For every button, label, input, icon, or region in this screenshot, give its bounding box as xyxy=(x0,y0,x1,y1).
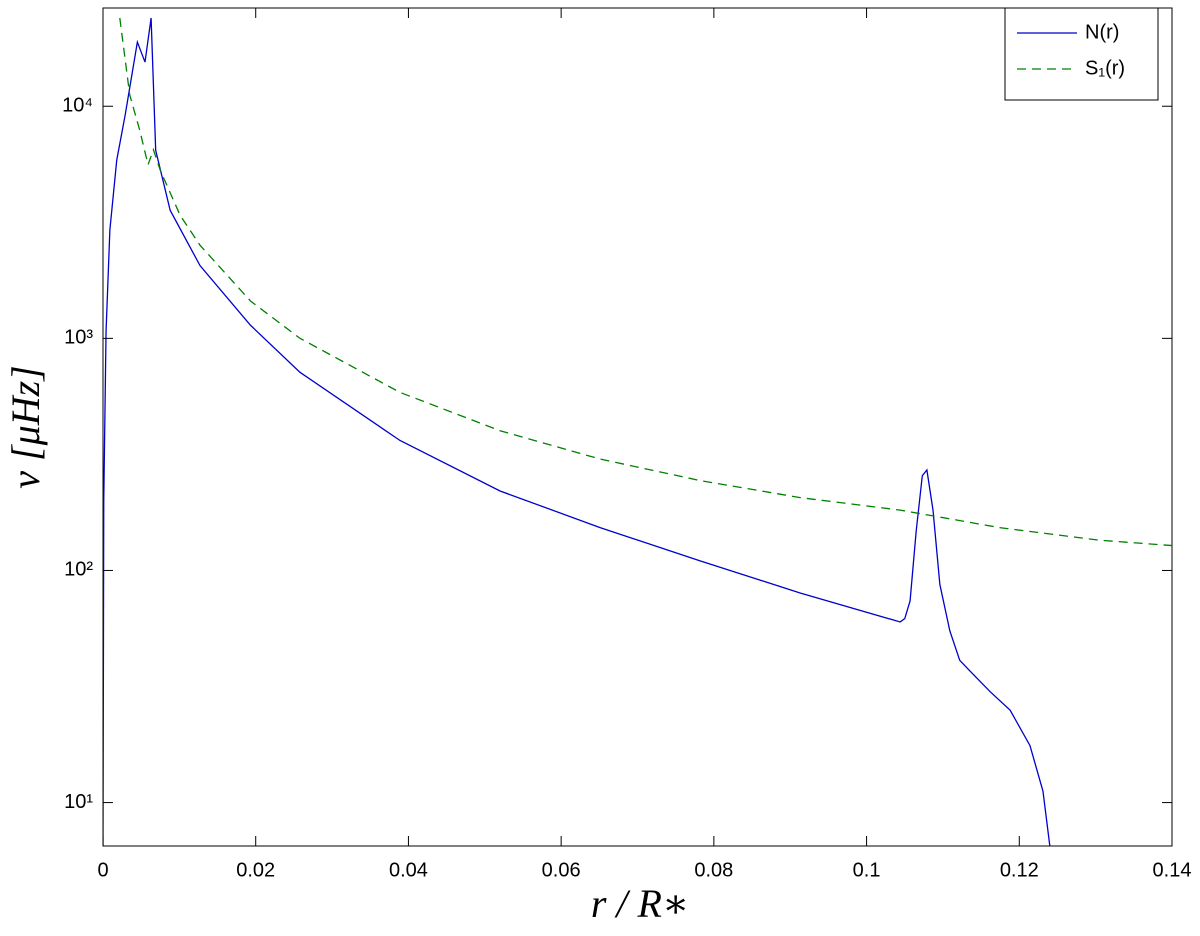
x-tick-label: 0.14 xyxy=(1153,859,1192,881)
x-tick-label: 0.1 xyxy=(853,859,881,881)
x-tick-label: 0.06 xyxy=(542,859,581,881)
legend-label: S₁(r) xyxy=(1085,57,1125,79)
y-axis-label: ν [μHz] xyxy=(3,365,48,488)
legend-label: N(r) xyxy=(1085,21,1119,43)
x-tick-label: 0.12 xyxy=(1000,859,1039,881)
series-line xyxy=(119,17,1172,547)
x-tick-label: 0.08 xyxy=(694,859,733,881)
legend-box xyxy=(1004,7,1159,101)
y-tick-label: 10² xyxy=(64,559,93,581)
x-tick-label: 0.02 xyxy=(236,859,275,881)
y-tick-label: 10³ xyxy=(64,327,93,349)
y-tick-label: 10¹ xyxy=(64,791,93,813)
plot-area xyxy=(103,17,1172,846)
x-axis-label: r / R∗ xyxy=(591,881,689,926)
x-tick-label: 0 xyxy=(97,859,108,881)
y-tick-label: 10⁴ xyxy=(62,95,93,117)
plot-frame xyxy=(102,7,1173,847)
x-tick-label: 0.04 xyxy=(389,859,428,881)
series-line xyxy=(103,17,1051,846)
